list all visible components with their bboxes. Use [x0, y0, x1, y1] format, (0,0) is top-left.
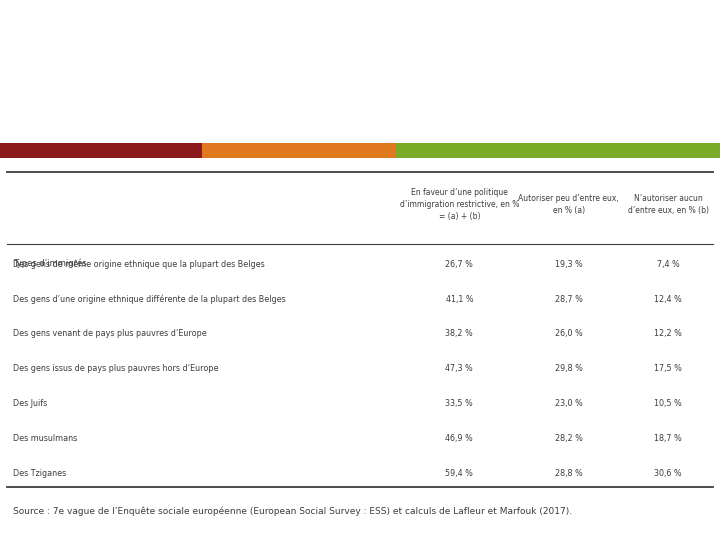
Text: 23,0 %: 23,0 % [555, 400, 582, 408]
Text: 26,7 %: 26,7 % [446, 260, 473, 268]
Text: Des gens d’une origine ethnique différente de la plupart des Belges: Des gens d’une origine ethnique différen… [13, 294, 286, 304]
Text: 18,7 %: 18,7 % [654, 435, 682, 443]
Text: 47,3 %: 47,3 % [446, 364, 473, 374]
Text: N’autoriser aucun
d’entre eux, en % (b): N’autoriser aucun d’entre eux, en % (b) [628, 194, 708, 215]
Text: En faveur d’une politique
d’immigration restrictive, en %
= (a) + (b): En faveur d’une politique d’immigration … [400, 188, 519, 221]
Text: 29,8 %: 29,8 % [555, 364, 582, 374]
Text: Autoriser peu d’entre eux,
en % (a): Autoriser peu d’entre eux, en % (a) [518, 194, 619, 215]
Text: 33,5 %: 33,5 % [446, 400, 473, 408]
Text: Des Tziganes: Des Tziganes [13, 469, 66, 478]
Bar [0, 143, 202, 158]
Text: Des gens de même origine ethnique que la plupart des Belges: Des gens de même origine ethnique que la… [13, 259, 265, 269]
Text: Des Juifs: Des Juifs [13, 400, 48, 408]
Bar [396, 143, 720, 158]
Text: 30,6 %: 30,6 % [654, 469, 682, 478]
Text: 41,1 %: 41,1 % [446, 294, 473, 303]
Text: 10,5 %: 10,5 % [654, 400, 682, 408]
Text: 28,7 %: 28,7 % [555, 294, 582, 303]
Text: 26,0 %: 26,0 % [555, 329, 582, 339]
Text: 12,4 %: 12,4 % [654, 294, 682, 303]
Text: Source : 7e vague de l’Enquête sociale européenne (European Social Survey : ESS): Source : 7e vague de l’Enquête sociale e… [13, 507, 572, 516]
Text: 46,9 %: 46,9 % [446, 435, 473, 443]
Text: Des gens venant de pays plus pauvres d’Europe: Des gens venant de pays plus pauvres d’E… [13, 329, 207, 339]
Text: 28,2 %: 28,2 % [555, 435, 582, 443]
Bar [202, 143, 396, 158]
Text: 12,2 %: 12,2 % [654, 329, 682, 339]
Text: Proportions des Belges qui sont en faveur d’une politique
d’immigration restrict: Proportions des Belges qui sont en faveu… [0, 31, 720, 106]
Text: Types d’immigrés: Types d’immigrés [13, 259, 86, 268]
Text: 38,2 %: 38,2 % [446, 329, 473, 339]
Text: 19,3 %: 19,3 % [555, 260, 582, 268]
Text: Des musulmans: Des musulmans [13, 435, 77, 443]
Text: 17,5 %: 17,5 % [654, 364, 682, 374]
Text: 28,8 %: 28,8 % [555, 469, 582, 478]
Text: Des gens issus de pays plus pauvres hors d’Europe: Des gens issus de pays plus pauvres hors… [13, 364, 218, 374]
Text: 7,4 %: 7,4 % [657, 260, 680, 268]
Text: 59,4 %: 59,4 % [446, 469, 473, 478]
